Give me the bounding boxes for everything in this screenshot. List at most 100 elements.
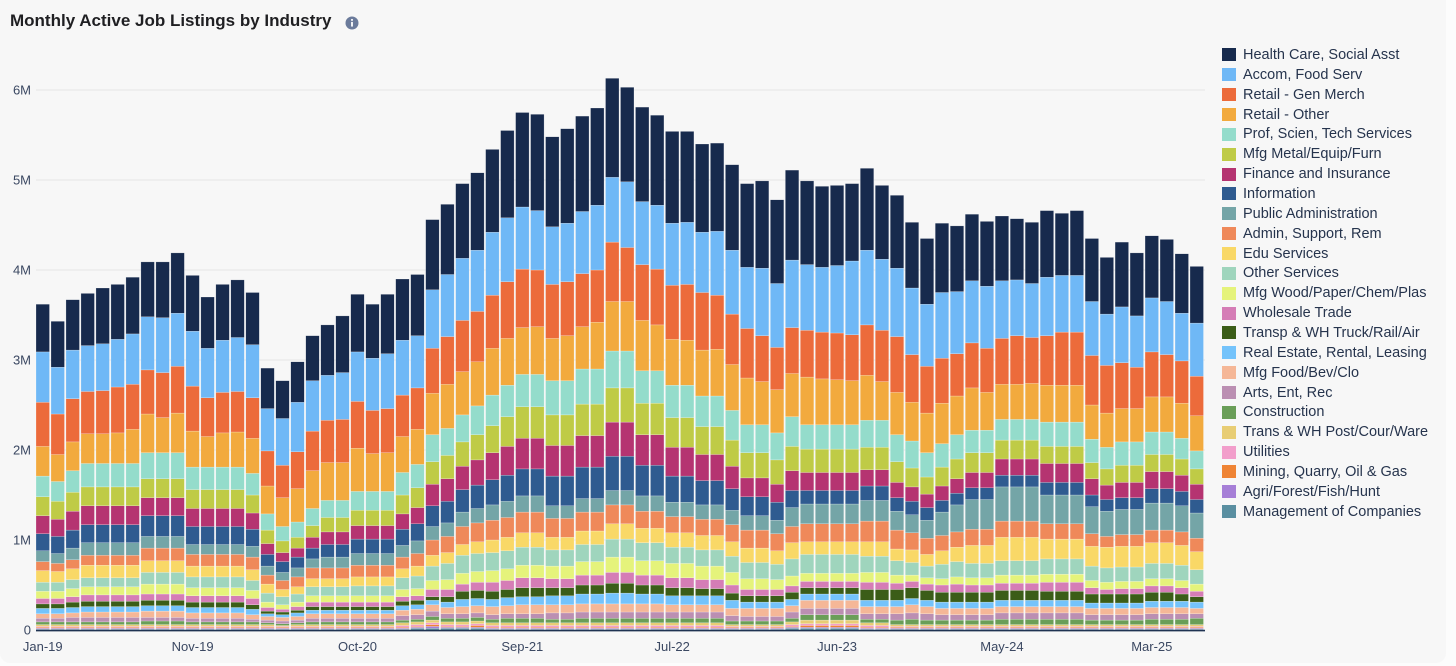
bar-month[interactable] (695, 143, 710, 631)
bar-segment-mfg-food-bev-clo[interactable] (710, 604, 725, 613)
bar-segment-information[interactable] (620, 456, 635, 491)
bar-segment-mfg-metal-equip-furn[interactable] (1174, 458, 1189, 476)
bar-segment-public-administration[interactable] (905, 514, 919, 533)
bar-segment-real-estate-rental-leasing[interactable] (425, 600, 440, 605)
bar-segment-finance-and-insurance[interactable] (740, 477, 755, 497)
bar-segment-finance-and-insurance[interactable] (275, 552, 290, 562)
bar-segment-real-estate-rental-leasing[interactable] (1144, 601, 1159, 608)
bar-segment-retail-gen-merch[interactable] (935, 358, 949, 404)
bar-segment-mfg-food-bev-clo[interactable] (1129, 608, 1144, 615)
bar-segment-wholesale-trade[interactable] (110, 594, 125, 602)
bar-segment-accom-food-serv[interactable] (740, 267, 755, 329)
bar-segment-real-estate-rental-leasing[interactable] (515, 596, 530, 606)
bar-segment-retail-other[interactable] (1129, 408, 1144, 443)
bar-month[interactable] (1144, 235, 1159, 631)
bar-segment-retail-other[interactable] (50, 454, 65, 482)
bar-segment-edu-services[interactable] (1039, 538, 1054, 560)
bar-segment-real-estate-rental-leasing[interactable] (965, 601, 979, 609)
bar-segment-finance-and-insurance[interactable] (1114, 482, 1129, 498)
bar-month[interactable] (1069, 210, 1084, 631)
bar-segment-construction[interactable] (605, 618, 620, 623)
bar-segment-construction[interactable] (725, 620, 740, 625)
bar-month[interactable] (1054, 213, 1069, 631)
bar-segment-trans-wh-post-cour-ware[interactable] (650, 622, 665, 626)
bar-segment-wholesale-trade[interactable] (425, 589, 440, 597)
bar-segment-trans-wh-post-cour-ware[interactable] (125, 624, 140, 627)
legend-item-construction[interactable]: Construction (1222, 402, 1442, 422)
bar-segment-edu-services[interactable] (1054, 538, 1069, 560)
bar-segment-transp-wh-truck-rail-air[interactable] (590, 584, 605, 595)
bar-segment-trans-wh-post-cour-ware[interactable] (65, 624, 80, 627)
bar-segment-real-estate-rental-leasing[interactable] (155, 605, 170, 612)
bar-segment-trans-wh-post-cour-ware[interactable] (1054, 624, 1069, 627)
bar-segment-transp-wh-truck-rail-air[interactable] (140, 600, 155, 606)
bar-segment-finance-and-insurance[interactable] (1039, 463, 1054, 483)
bar-segment-admin-support-rem[interactable] (200, 554, 215, 567)
bar-segment-information[interactable] (710, 480, 725, 506)
bar-segment-health-care-social-asst[interactable] (125, 277, 140, 335)
bar-segment-real-estate-rental-leasing[interactable] (575, 593, 590, 605)
bar-segment-mfg-wood-paper-chem-plas[interactable] (455, 573, 470, 585)
bar-segment-trans-wh-post-cour-ware[interactable] (890, 624, 904, 627)
bar-segment-prof-scien-tech-services[interactable] (65, 470, 80, 493)
bar-segment-mfg-metal-equip-furn[interactable] (1099, 468, 1114, 486)
bar-segment-accom-food-serv[interactable] (410, 335, 425, 389)
bar-segment-accom-food-serv[interactable] (545, 226, 560, 285)
bar-segment-arts-ent-rec[interactable] (845, 608, 859, 615)
bar-segment-finance-and-insurance[interactable] (710, 454, 725, 481)
bar-segment-arts-ent-rec[interactable] (110, 617, 125, 623)
bar-segment-mfg-metal-equip-furn[interactable] (994, 439, 1009, 460)
bar-segment-public-administration[interactable] (1009, 486, 1024, 522)
bar-segment-mfg-wood-paper-chem-plas[interactable] (1129, 581, 1144, 589)
bar-segment-trans-wh-post-cour-ware[interactable] (290, 624, 305, 627)
bar-segment-mfg-food-bev-clo[interactable] (1024, 606, 1039, 614)
bar-segment-transp-wh-truck-rail-air[interactable] (755, 595, 770, 603)
bar-segment-mfg-food-bev-clo[interactable] (665, 604, 680, 613)
bar-segment-prof-scien-tech-services[interactable] (200, 466, 215, 490)
bar-segment-real-estate-rental-leasing[interactable] (695, 595, 710, 605)
bar-segment-retail-other[interactable] (530, 326, 545, 375)
bar-segment-public-administration[interactable] (155, 536, 170, 549)
bar-segment-retail-gen-merch[interactable] (860, 324, 874, 376)
bar-segment-construction[interactable] (830, 614, 845, 621)
bar-segment-admin-support-rem[interactable] (1189, 538, 1204, 552)
bar-month[interactable] (125, 277, 140, 631)
bar-segment-retail-gen-merch[interactable] (485, 295, 500, 349)
bar-segment-mfg-wood-paper-chem-plas[interactable] (290, 601, 305, 607)
bar-segment-retail-gen-merch[interactable] (530, 269, 545, 327)
bar-segment-real-estate-rental-leasing[interactable] (365, 610, 380, 615)
bar-segment-real-estate-rental-leasing[interactable] (110, 606, 125, 613)
bar-segment-accom-food-serv[interactable] (1039, 277, 1054, 336)
bar-segment-finance-and-insurance[interactable] (845, 472, 859, 491)
bar-segment-wholesale-trade[interactable] (170, 593, 185, 601)
bar-segment-real-estate-rental-leasing[interactable] (1054, 600, 1069, 607)
bar-segment-information[interactable] (1009, 475, 1024, 488)
bar-segment-prof-scien-tech-services[interactable] (140, 452, 155, 480)
bar-segment-retail-gen-merch[interactable] (410, 387, 425, 430)
bar-segment-public-administration[interactable] (860, 500, 874, 522)
bar-month[interactable] (320, 324, 335, 631)
bar-segment-trans-wh-post-cour-ware[interactable] (710, 622, 725, 626)
legend-item-accom-food-serv[interactable]: Accom, Food Serv (1222, 65, 1442, 85)
bar-segment-other-services[interactable] (785, 558, 800, 577)
bar-segment-health-care-social-asst[interactable] (185, 275, 200, 332)
bar-segment-information[interactable] (1174, 491, 1189, 506)
bar-segment-wholesale-trade[interactable] (875, 582, 889, 590)
bar-segment-admin-support-rem[interactable] (695, 519, 710, 536)
bar-segment-public-administration[interactable] (650, 495, 665, 512)
bar-segment-mfg-food-bev-clo[interactable] (590, 603, 605, 613)
bar-segment-retail-other[interactable] (680, 340, 695, 386)
bar-segment-health-care-social-asst[interactable] (860, 168, 874, 251)
bar-segment-wholesale-trade[interactable] (440, 589, 455, 597)
bar-segment-retail-other[interactable] (290, 488, 305, 523)
bar-segment-retail-gen-merch[interactable] (515, 268, 530, 328)
bar-segment-mfg-food-bev-clo[interactable] (785, 605, 800, 613)
bar-segment-admin-support-rem[interactable] (500, 517, 515, 538)
bar-segment-retail-other[interactable] (725, 364, 740, 411)
bar-segment-retail-gen-merch[interactable] (605, 241, 620, 302)
bar-segment-information[interactable] (395, 529, 410, 546)
bar-segment-admin-support-rem[interactable] (800, 523, 815, 542)
bar-segment-edu-services[interactable] (215, 565, 230, 578)
legend-item-other-services[interactable]: Other Services (1222, 263, 1442, 283)
bar-month[interactable] (545, 136, 560, 631)
